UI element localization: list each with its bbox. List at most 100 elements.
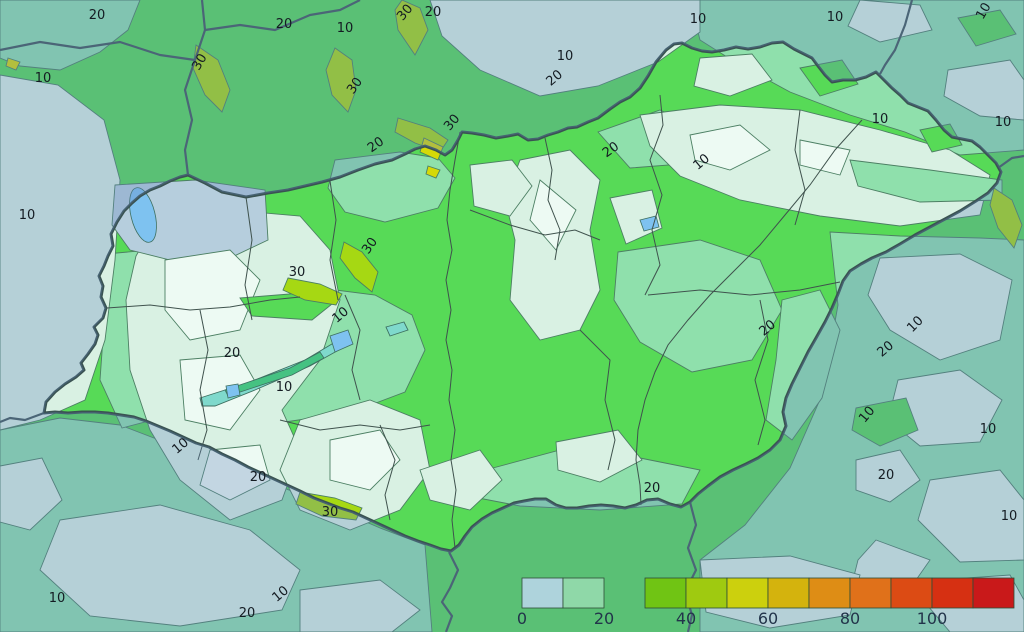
path [647,281,841,296]
contour-label: 20 [239,606,256,621]
contour-region-yellow-green [295,491,363,521]
contour-label: 10 [337,21,354,36]
legend-box-40-50 [685,577,728,609]
legend-box-110-120 [972,577,1015,609]
path [329,180,339,301]
contour-region-yellow-green [339,241,379,293]
lake-ferto [129,187,157,243]
path [197,309,209,461]
contour-region-pale-mint [867,253,1013,361]
contour-region-pale-mint [693,53,773,97]
path [794,109,806,226]
path [997,154,1024,169]
contour-region-yellow-green [394,0,429,56]
path [754,299,769,446]
contour-region-pale-mint [555,429,643,483]
contour-region-medium-green [0,0,141,71]
hungary-border [42,40,1003,553]
path [106,296,301,311]
contour-region-white-mint [529,179,577,251]
contour-label: 10 [872,112,889,127]
contour-region-white-mint [199,444,271,501]
path [469,209,601,241]
path [279,419,431,431]
contour-label: 10 [973,0,994,22]
contour-region-pale-mint [855,449,921,503]
contour-region-pale-mint [39,504,301,627]
contour-region-pale-mint [943,59,1024,121]
legend-tick-label: 20 [594,609,614,628]
legend-colorbar: 0 20 40 60 80 100 [517,577,1015,628]
contour-fill-bright-patches [239,9,1017,447]
lake-kis-balaton [225,383,241,399]
contour-label: 30 [289,265,306,280]
path [379,424,396,521]
contour-label: 10 [980,422,997,437]
lakes [129,187,660,407]
contour-region-white-mint [689,124,771,171]
contour-label: 10 [276,380,293,395]
contour-region-bright-green [851,397,919,447]
contour-label: 10 [49,591,66,606]
path [644,94,664,296]
path [579,329,616,471]
contour-label: 20 [425,5,442,20]
contour-region-yellow-green [989,187,1023,249]
legend-box-100-110 [931,577,974,609]
contour-label: 20 [89,8,106,23]
contour-label: 20 [276,17,293,32]
contour-label: 10 [19,208,36,223]
contour-region-yellow [5,57,21,71]
contour-region-pale-mint [299,579,421,632]
contour-label: 20 [878,468,895,483]
lake-velence [385,321,409,337]
contour-label: 20 [250,470,267,485]
legend-box-30-40 [644,577,687,609]
contour-region-white-mint [329,429,401,491]
contour-region-yellow-green [325,47,357,113]
legend-box-10-20 [562,577,605,609]
path [440,551,460,632]
path [683,501,698,632]
contour-region-pale-mint [917,469,1024,563]
path [445,131,461,549]
contour-region-pale-mint [609,189,663,245]
contour-fill-yellow-green [5,0,1023,521]
legend-box-80-90 [849,577,892,609]
legend-box-90-100 [890,577,933,609]
contour-region-white-mint [799,139,851,176]
contour-region-yellow [425,165,441,179]
contour-region-bright-green [957,9,1017,47]
legend-tick-label: 40 [676,609,696,628]
legend-tick-label: 100 [917,609,948,628]
contour-label: 10 [1001,509,1018,524]
contour-label: 10 [35,71,52,86]
path [635,119,863,506]
contour-label: 30 [322,505,339,520]
path [544,137,561,261]
legend-box-60-70 [767,577,810,609]
path [204,0,361,32]
contour-label: 20 [224,346,241,361]
contour-label: 10 [995,115,1012,130]
county-and-river-lines [106,94,863,549]
contour-label: 10 [557,49,574,64]
lake-tisza [639,215,660,232]
path [344,294,361,401]
contour-region-white-mint [164,249,261,341]
legend-box-70-80 [808,577,851,609]
contour-region-yellow-green [282,277,343,306]
legend-tick-label: 0 [517,609,527,628]
path [0,411,45,424]
contour-region-pale-mint [429,0,701,97]
legend-tick-label: 80 [840,609,860,628]
contour-region-pale-mint [419,449,503,511]
lake-balaton-ne-blue [329,329,354,353]
contour-label: 10 [827,10,844,25]
contour-region-pale-mint [469,159,533,217]
path [244,196,253,321]
